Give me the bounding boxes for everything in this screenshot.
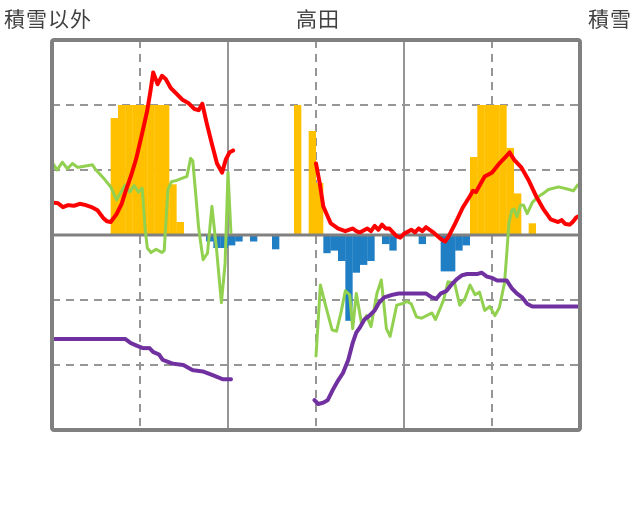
left-axis-title: 積雪以外 xyxy=(4,9,92,32)
right-axis-title: 積雪 xyxy=(588,9,632,32)
chart-title: 高田 xyxy=(296,9,340,32)
